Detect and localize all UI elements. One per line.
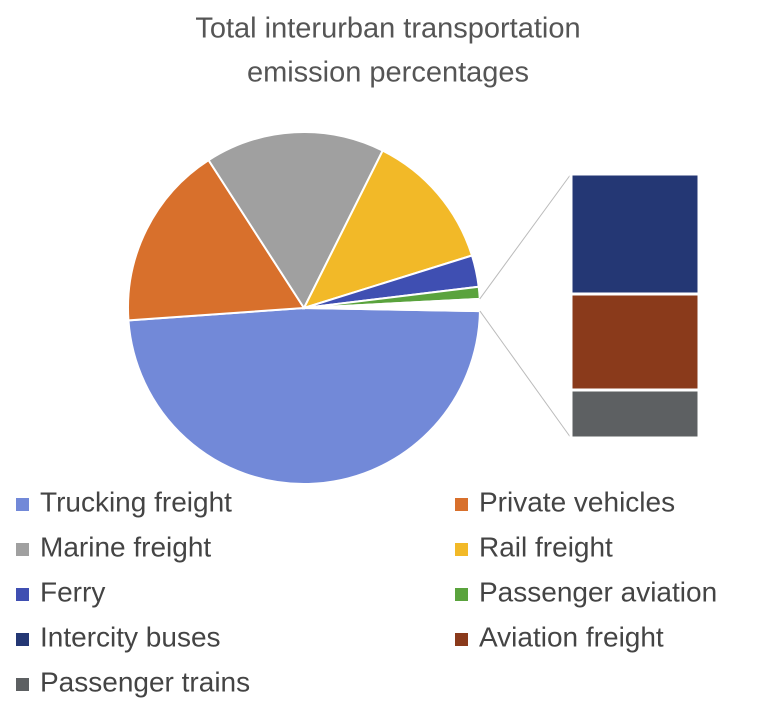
legend-marker	[455, 543, 468, 556]
legend-marker	[455, 633, 468, 646]
pie-slice	[207, 131, 385, 311]
legend-label: Intercity buses	[40, 621, 221, 652]
legend-marker	[16, 633, 29, 646]
chart-title: emission percentages	[247, 57, 529, 89]
legend-label: Rail freight	[479, 531, 613, 562]
legend-marker	[16, 543, 29, 556]
pie-slice	[302, 149, 474, 310]
legend-label: Marine freight	[40, 531, 211, 562]
legend-marker	[455, 588, 468, 601]
legend-label: Ferry	[40, 576, 105, 607]
bar-segment	[569, 388, 701, 440]
legend-label: Private vehicles	[479, 486, 675, 517]
pie-slice	[127, 158, 306, 322]
connector	[479, 173, 572, 300]
bar-segment	[569, 172, 701, 296]
legend-label: Passenger aviation	[479, 576, 717, 607]
legend-label: Passenger trains	[40, 666, 250, 697]
pie-slice-other	[303, 297, 481, 313]
chart-title: Total interurban transportation	[195, 13, 580, 45]
legend-marker	[16, 498, 29, 511]
bar-segment	[569, 292, 701, 392]
legend-label: Trucking freight	[40, 486, 232, 517]
legend-marker	[16, 678, 29, 691]
legend-label: Aviation freight	[479, 621, 664, 652]
pie-slice	[127, 306, 481, 485]
legend-marker	[455, 498, 468, 511]
connector	[479, 310, 572, 439]
legend-marker	[16, 588, 29, 601]
